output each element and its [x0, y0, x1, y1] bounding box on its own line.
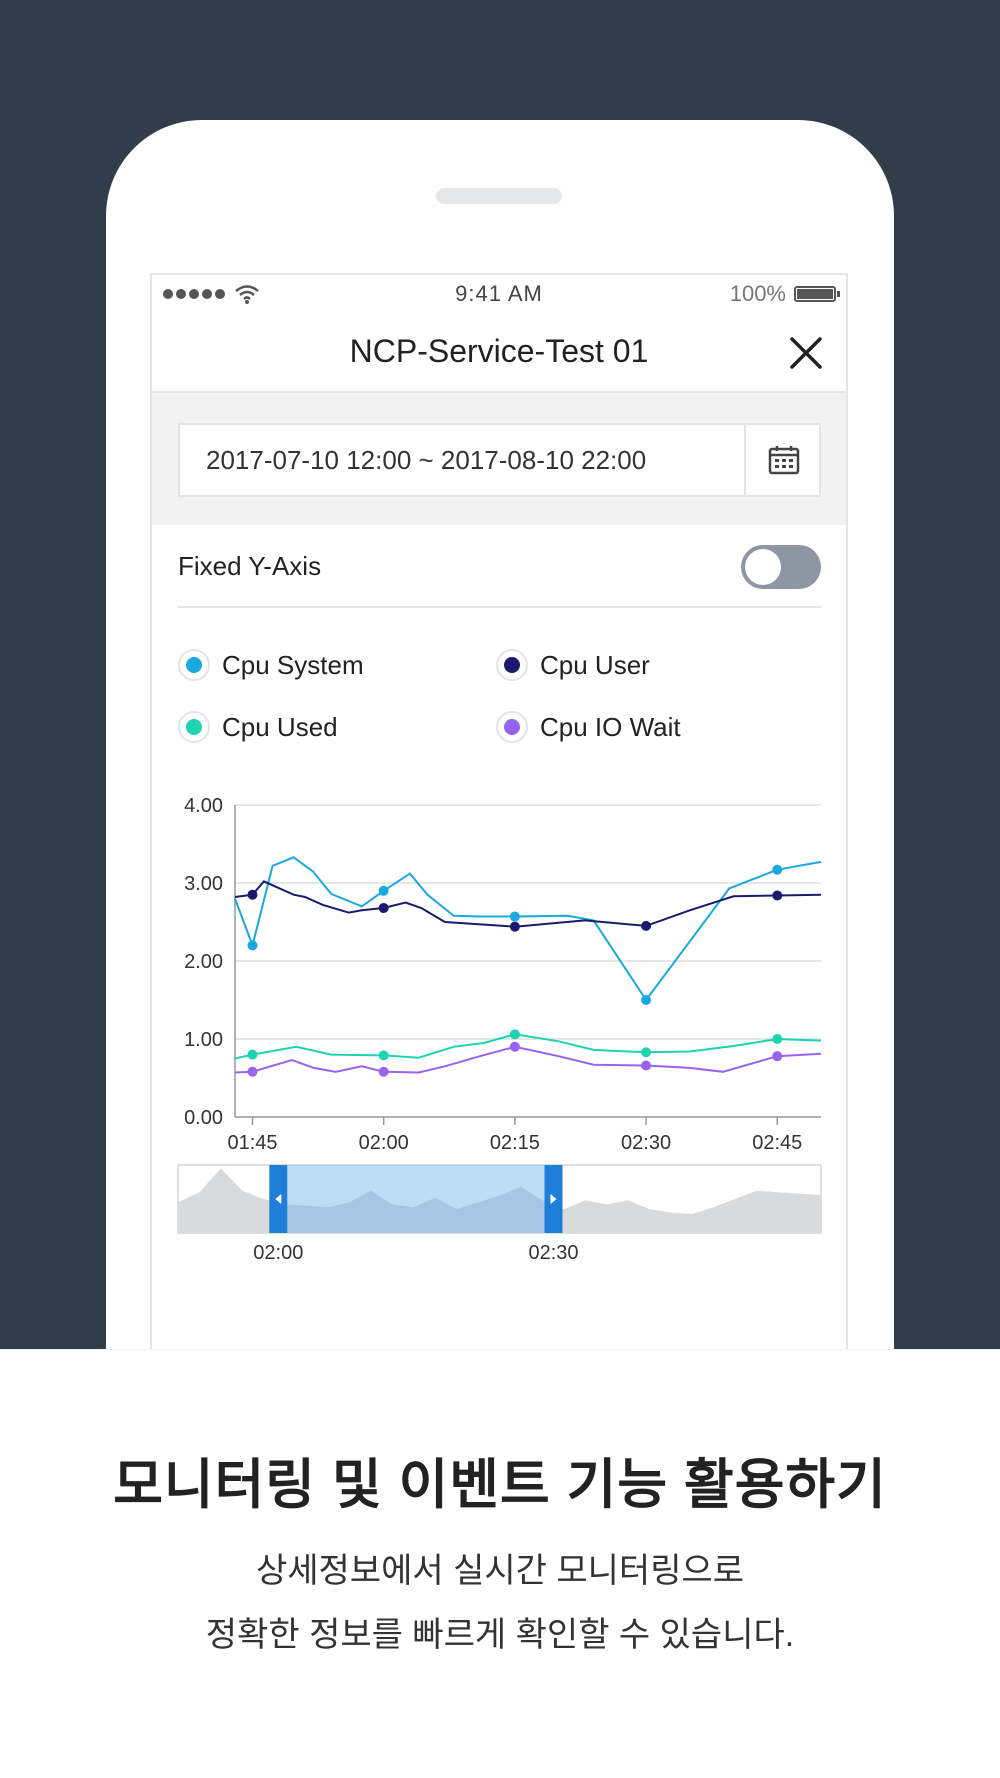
data-point-cpu-used	[772, 1034, 783, 1044]
date-range-area: 2017-07-10 12:00 ~ 2017-08-10 22:00	[152, 393, 846, 525]
y-tick-label: 2.00	[184, 951, 223, 973]
series-line-cpu-io-wait	[234, 1045, 822, 1074]
range-start-label: 02:00	[253, 1242, 303, 1264]
promo-headline: 모니터링 및 이벤트 기능 활용하기	[113, 1455, 887, 1515]
data-point-cpu-system	[509, 911, 520, 922]
data-point-cpu-user	[772, 890, 783, 901]
nav-bar: NCP-Service-Test 01	[152, 313, 846, 393]
data-point-cpu-used	[509, 1029, 520, 1040]
x-tick-label: 02:00	[359, 1132, 409, 1154]
date-divider	[744, 425, 746, 495]
data-point-cpu-user	[378, 902, 389, 913]
data-point-cpu-io-wait	[641, 1060, 652, 1071]
cpu-line-chart: 0.00 1.00 2.00 3.00 4.00 01:45 02:00 02:15 02:30…	[177, 795, 822, 1264]
legend-dot-icon	[178, 711, 210, 743]
x-tick-label: 02:15	[490, 1132, 540, 1154]
data-point-cpu-used	[641, 1047, 652, 1058]
legend-label: Cpu Used	[222, 711, 338, 742]
legend-dot-icon	[178, 649, 210, 681]
selected-range	[287, 1165, 545, 1233]
legend-label: Cpu System	[222, 649, 364, 680]
data-point-cpu-io-wait	[378, 1066, 389, 1077]
data-point-cpu-io-wait	[509, 1041, 520, 1052]
date-range-value: 2017-07-10 12:00 ~ 2017-08-10 22:00	[206, 445, 647, 475]
data-point-cpu-system	[378, 885, 389, 896]
y-tick-label: 1.00	[184, 1029, 223, 1051]
wifi-icon	[235, 285, 259, 304]
data-point-cpu-system	[247, 940, 258, 951]
data-point-cpu-io-wait	[247, 1066, 258, 1077]
x-tick-label: 01:45	[227, 1132, 277, 1154]
status-time: 9:41 AM	[455, 281, 543, 306]
promo-subtitle-line-1: 상세정보에서 실시간 모니터링으로	[255, 1552, 745, 1590]
x-tick-label: 02:30	[621, 1132, 671, 1154]
y-tick-label: 3.00	[184, 873, 223, 895]
fixed-y-axis-row: Fixed Y-Axis	[178, 525, 821, 608]
data-point-cpu-system	[772, 864, 783, 875]
legend-label: Cpu User	[540, 649, 650, 680]
data-point-cpu-used	[378, 1050, 389, 1061]
y-tick-label: 0.00	[184, 1107, 223, 1129]
battery-percent: 100%	[729, 281, 786, 306]
legend-item-cpu-user[interactable]: Cpu User	[496, 645, 650, 685]
battery-icon	[794, 286, 840, 302]
legend-label: Cpu IO Wait	[540, 711, 681, 742]
legend-dot-icon	[496, 711, 528, 743]
promo-subtitle-line-2: 정확한 정보를 빠르게 확인할 수 있습니다.	[205, 1616, 795, 1654]
fixed-y-axis-label: Fixed Y-Axis	[178, 551, 322, 581]
legend-item-cpu-system[interactable]: Cpu System	[178, 645, 364, 685]
range-end-label: 02:30	[528, 1242, 578, 1264]
legend-dot-icon	[496, 649, 528, 681]
page-title: NCP-Service-Test 01	[349, 333, 649, 369]
close-icon[interactable]	[788, 335, 824, 371]
fixed-y-axis-toggle[interactable]	[741, 545, 821, 589]
series-line-cpu-user	[234, 880, 822, 928]
signal-icon	[163, 289, 225, 299]
status-bar: 9:41 AM 100%	[152, 275, 846, 313]
chevron-right-icon	[550, 1194, 557, 1204]
series-line-cpu-used	[234, 1033, 822, 1060]
data-point-cpu-user	[247, 889, 258, 900]
calendar-icon[interactable]	[768, 445, 800, 475]
legend-item-cpu-io-wait[interactable]: Cpu IO Wait	[496, 707, 681, 747]
date-range-field[interactable]: 2017-07-10 12:00 ~ 2017-08-10 22:00	[178, 423, 821, 497]
overview-area	[178, 1168, 821, 1233]
series-line-cpu-system	[234, 856, 822, 1002]
data-point-cpu-user	[641, 920, 652, 931]
data-point-cpu-system	[641, 995, 652, 1005]
y-tick-label: 4.00	[184, 795, 223, 817]
chevron-left-icon	[275, 1194, 282, 1204]
data-point-cpu-user	[509, 921, 520, 932]
data-point-cpu-io-wait	[772, 1051, 783, 1062]
data-point-cpu-used	[247, 1049, 258, 1060]
legend-item-cpu-used[interactable]: Cpu Used	[178, 707, 338, 747]
app-screen: 9:41 AM 100% NCP-Service-Test 01 2017-07…	[150, 273, 848, 1350]
range-selector: 02:00 02:30	[177, 1164, 822, 1264]
promo-section	[0, 1350, 1000, 1778]
phone-speaker	[436, 188, 562, 204]
x-tick-label: 02:45	[752, 1132, 802, 1154]
